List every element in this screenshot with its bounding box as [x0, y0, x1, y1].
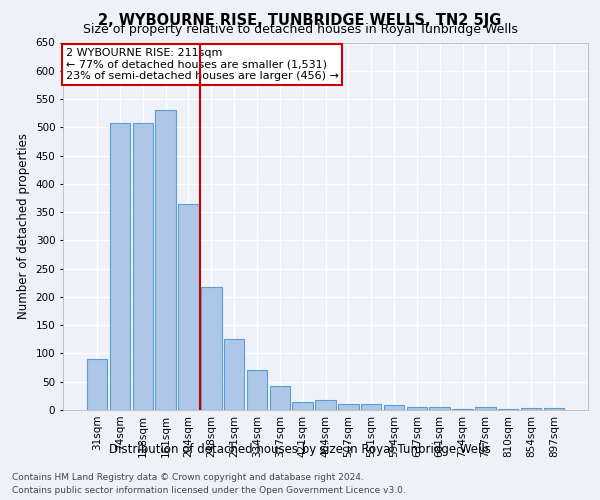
- Y-axis label: Number of detached properties: Number of detached properties: [17, 133, 30, 320]
- Bar: [201, 286, 221, 410]
- Text: 2 WYBOURNE RISE: 211sqm
← 77% of detached houses are smaller (1,531)
23% of semi: 2 WYBOURNE RISE: 211sqm ← 77% of detache…: [65, 48, 338, 81]
- Text: Distribution of detached houses by size in Royal Tunbridge Wells: Distribution of detached houses by size …: [109, 442, 491, 456]
- Bar: [430, 407, 450, 410]
- Text: Size of property relative to detached houses in Royal Tunbridge Wells: Size of property relative to detached ho…: [83, 22, 517, 36]
- Bar: [87, 359, 107, 410]
- Bar: [247, 370, 267, 410]
- Bar: [155, 110, 176, 410]
- Bar: [269, 386, 290, 410]
- Bar: [384, 406, 404, 410]
- Bar: [315, 400, 336, 410]
- Bar: [475, 407, 496, 410]
- Text: 2, WYBOURNE RISE, TUNBRIDGE WELLS, TN2 5JG: 2, WYBOURNE RISE, TUNBRIDGE WELLS, TN2 5…: [98, 12, 502, 28]
- Bar: [110, 124, 130, 410]
- Bar: [338, 404, 359, 410]
- Text: Contains public sector information licensed under the Open Government Licence v3: Contains public sector information licen…: [12, 486, 406, 495]
- Bar: [292, 402, 313, 410]
- Bar: [178, 204, 199, 410]
- Bar: [544, 408, 564, 410]
- Bar: [361, 404, 382, 410]
- Bar: [521, 408, 541, 410]
- Bar: [133, 124, 153, 410]
- Text: Contains HM Land Registry data © Crown copyright and database right 2024.: Contains HM Land Registry data © Crown c…: [12, 472, 364, 482]
- Bar: [224, 340, 244, 410]
- Bar: [407, 407, 427, 410]
